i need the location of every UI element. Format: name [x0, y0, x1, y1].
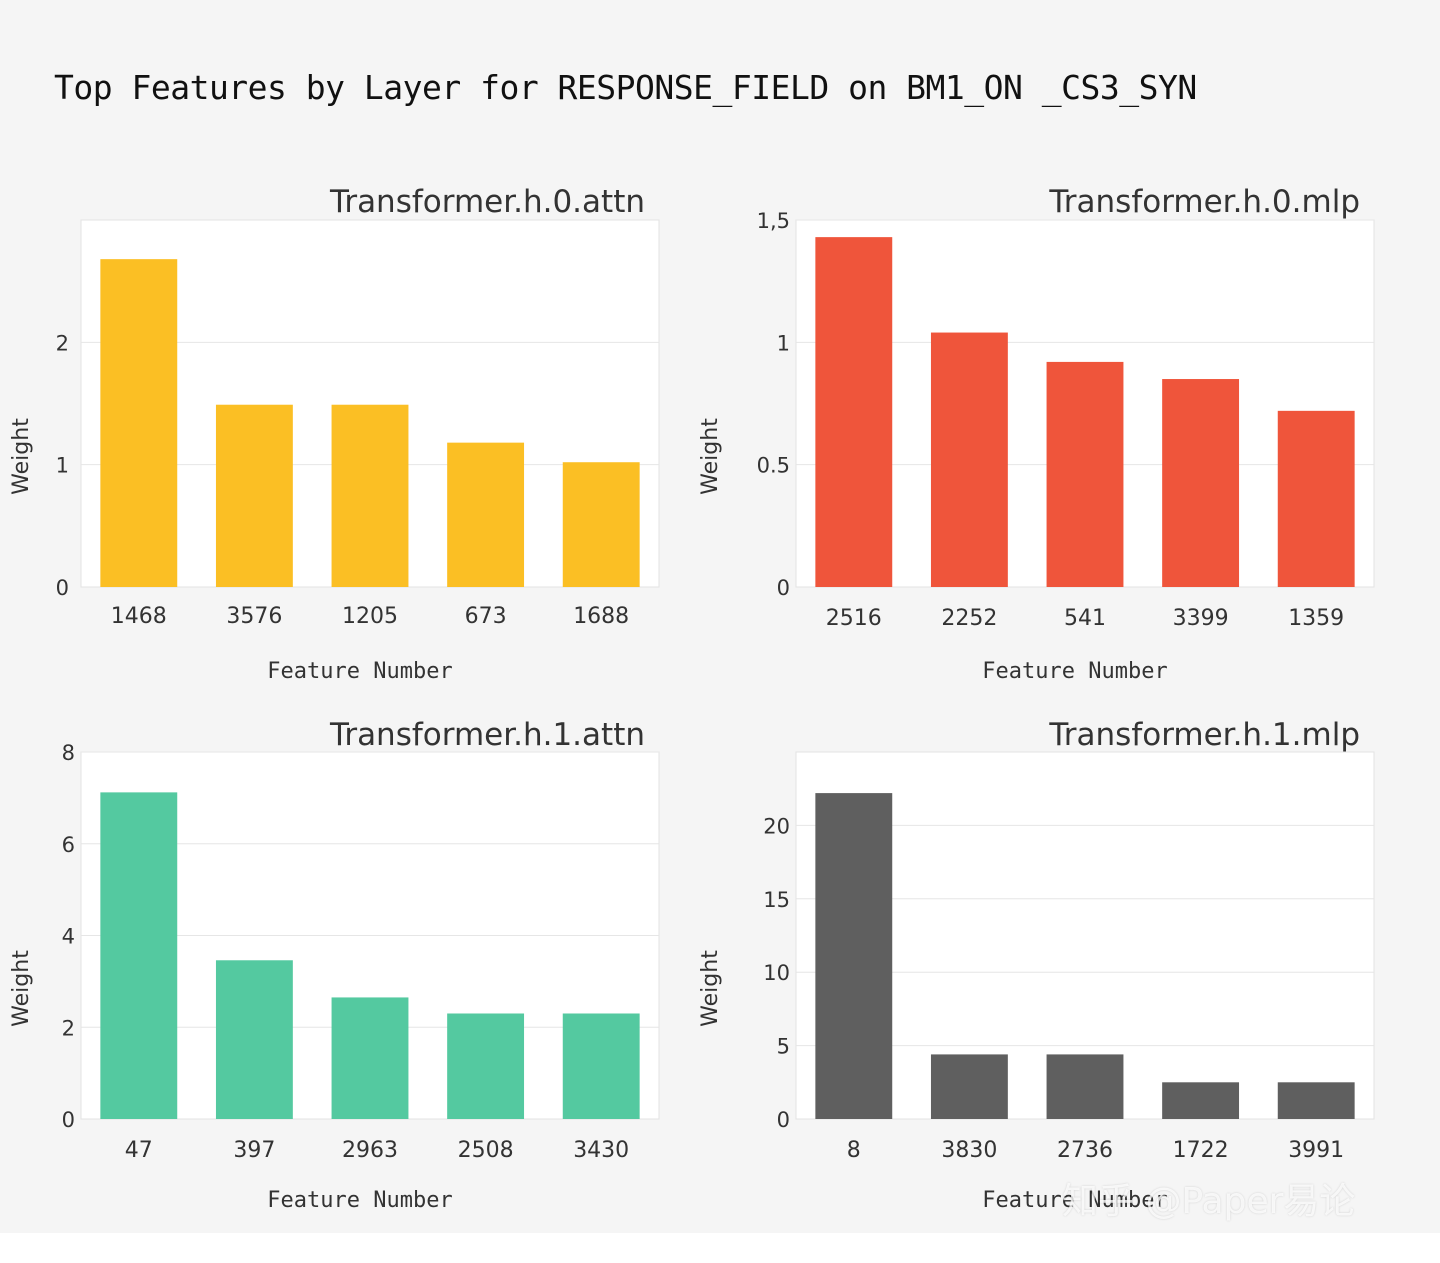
y-tick-label: 10 — [763, 961, 790, 985]
x-tick-label: 1468 — [111, 604, 167, 629]
bar — [1162, 1082, 1240, 1119]
x-tick-label: 1722 — [1173, 1138, 1229, 1163]
subplot-title: Transformer.h.1.attn — [329, 717, 645, 753]
bar — [331, 997, 409, 1119]
bar — [447, 442, 525, 587]
x-axis-label: Feature Number — [267, 1188, 452, 1213]
y-tick-label: 0 — [777, 576, 790, 600]
y-tick-label: 1 — [777, 331, 790, 355]
y-axis-label: Weight — [698, 950, 723, 1027]
bar — [1046, 361, 1124, 587]
x-tick-label: 2963 — [342, 1138, 398, 1163]
y-tick-label: 1 — [56, 454, 69, 478]
y-tick-label: 15 — [763, 888, 790, 912]
x-tick-label: 3830 — [941, 1138, 997, 1163]
bar — [562, 462, 640, 587]
x-tick-label: 1359 — [1288, 606, 1344, 631]
y-axis-label: Weight — [9, 418, 34, 495]
figure-background: Top Features by Layer for RESPONSE_FIELD… — [9, 68, 1375, 1222]
x-tick-label: 3991 — [1288, 1138, 1344, 1163]
bar — [1046, 1054, 1124, 1119]
bar — [1277, 410, 1355, 587]
x-axis-label: Feature Number — [982, 659, 1167, 684]
y-tick-label: 0 — [56, 576, 69, 600]
bar — [562, 1013, 640, 1119]
y-tick-label: 2 — [62, 1016, 75, 1040]
y-axis-label: Weight — [9, 950, 34, 1027]
x-tick-label: 3430 — [573, 1138, 629, 1163]
x-tick-label: 673 — [465, 604, 507, 629]
y-tick-label: 1,5 — [757, 209, 790, 233]
bar — [930, 332, 1008, 587]
y-tick-label: 0 — [777, 1108, 790, 1132]
x-tick-label: 8 — [847, 1138, 861, 1163]
x-tick-label: 47 — [125, 1138, 153, 1163]
x-tick-label: 1688 — [573, 604, 629, 629]
y-axis-label: Weight — [698, 418, 723, 495]
subplot-title: Transformer.h.0.mlp — [1048, 184, 1360, 220]
x-tick-label: 397 — [233, 1138, 275, 1163]
chart-h0-attn: 0 1 2 1468 3576 1205 673 1688 Transformer.h.0.at… — [9, 184, 660, 684]
x-tick-label: 2736 — [1057, 1138, 1113, 1163]
x-tick-label: 3399 — [1173, 606, 1229, 631]
x-tick-label: 541 — [1064, 606, 1106, 631]
bar — [1277, 1082, 1355, 1119]
watermark: 知乎 @Paper易论 — [1062, 1181, 1356, 1222]
y-tick-label: 0 — [62, 1108, 75, 1132]
bar — [331, 404, 409, 587]
bar — [930, 1054, 1008, 1119]
y-tick-label: 20 — [763, 814, 790, 838]
x-tick-label: 2508 — [458, 1138, 514, 1163]
subplot-title: Transformer.h.1.mlp — [1048, 717, 1360, 753]
y-tick-label: 4 — [62, 925, 75, 949]
bar — [215, 960, 293, 1119]
x-tick-label: 2252 — [941, 606, 997, 631]
y-tick-label: 0.5 — [757, 454, 790, 478]
bar — [100, 259, 178, 587]
chart-h0-mlp: 0 0.5 1 1,5 2516 2252 541 3399 1359 Transformer.h… — [698, 184, 1375, 684]
bar — [815, 237, 893, 588]
bar — [215, 404, 293, 587]
x-axis-label: Feature Number — [267, 659, 452, 684]
chart-h1-mlp: 0 5 10 15 20 8 3830 2736 1722 3991 Transformer.h.1… — [698, 717, 1375, 1213]
y-tick-label: 5 — [777, 1035, 790, 1059]
bar — [815, 793, 893, 1119]
y-tick-label: 2 — [56, 331, 69, 355]
bar — [100, 792, 178, 1119]
bar — [1162, 379, 1240, 587]
x-tick-label: 3576 — [226, 604, 282, 629]
subplot-title: Transformer.h.0.attn — [329, 184, 645, 220]
x-axis-label: Feature Number — [982, 1188, 1167, 1213]
y-tick-label: 8 — [62, 741, 75, 765]
bar — [447, 1013, 525, 1119]
x-tick-label: 2516 — [826, 606, 882, 631]
chart-h1-attn: 0 2 4 6 8 47 397 2963 2508 3430 Transformer.h.1.at… — [9, 717, 660, 1213]
y-tick-label: 6 — [62, 833, 75, 857]
figure-title: Top Features by Layer for RESPONSE_FIELD… — [54, 68, 1197, 107]
x-tick-label: 1205 — [342, 604, 398, 629]
